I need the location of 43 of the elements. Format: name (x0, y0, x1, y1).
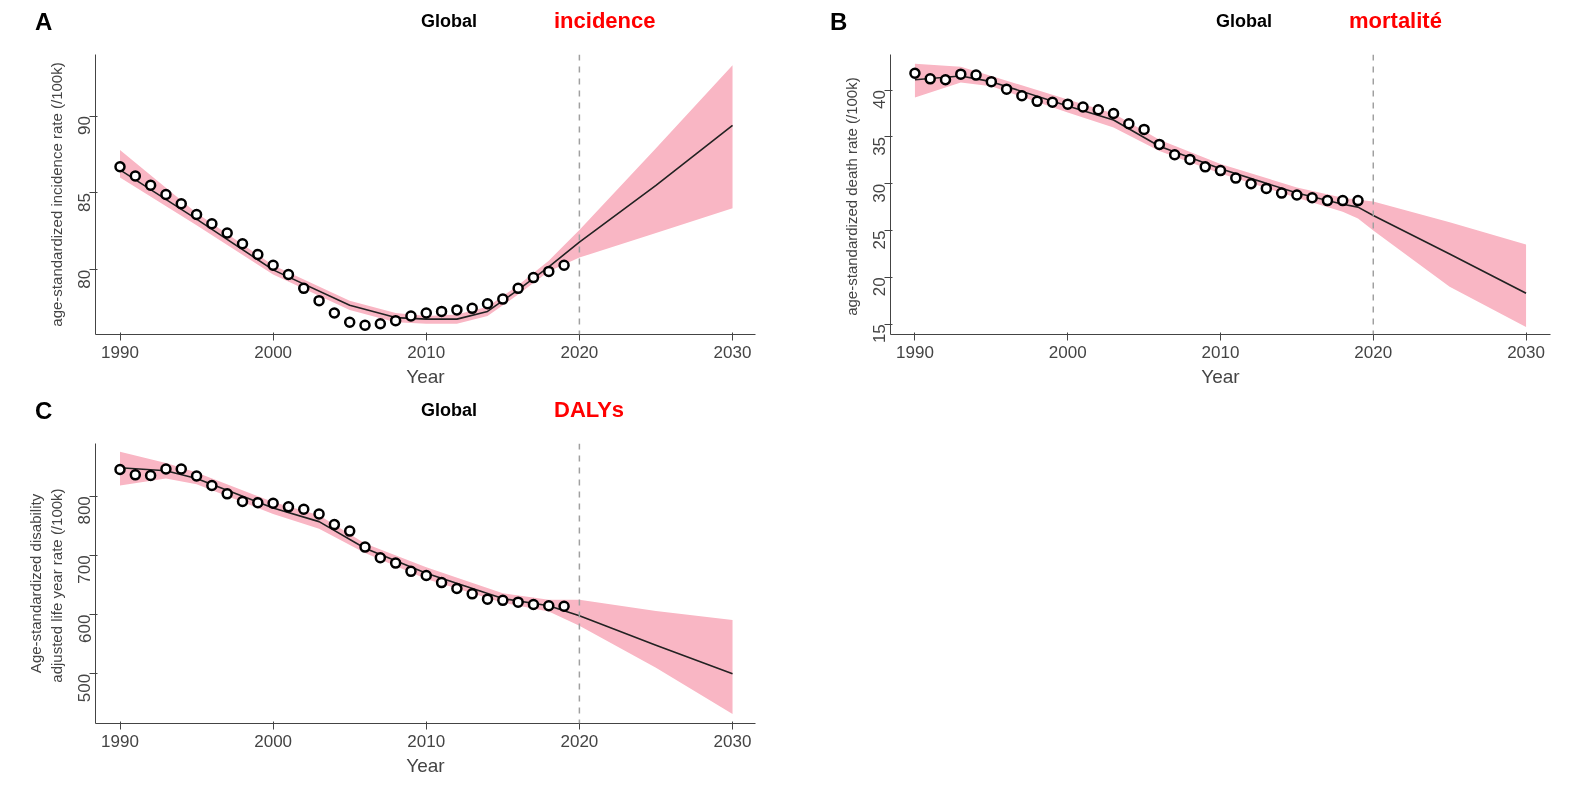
x-tick-label: 2010 (1201, 342, 1240, 362)
chart-title: Global (1216, 10, 1273, 33)
text: A (35, 7, 53, 37)
text: B (830, 7, 848, 37)
x-tick-label: 2020 (560, 731, 599, 751)
x-tick-label: 1990 (101, 342, 139, 362)
x-tick-label: 2030 (1507, 342, 1545, 362)
x-axis-title: Year (1201, 365, 1241, 387)
y-axis-title: age-standardized incidence rate (/100k) (47, 62, 65, 327)
y-tick-label: 500 (75, 673, 95, 703)
x-tick-label: 2030 (713, 731, 752, 751)
text: C (35, 396, 53, 426)
text: incidence (554, 7, 656, 35)
x-tick-label: 1990 (101, 731, 139, 751)
x-tick-label: 1990 (896, 342, 934, 362)
y-tick-label: 25 (870, 230, 890, 250)
y-tick-label: 90 (75, 116, 95, 135)
y-tick-label: 80 (75, 269, 95, 289)
x-axis-title: Year (406, 365, 446, 387)
x-tick-label: 2000 (254, 731, 293, 751)
x-tick-label: 2020 (560, 342, 599, 362)
x-tick-label: 2010 (407, 342, 446, 362)
y-axis-title: Age-standardized disability adjusted life year rate (/100k) (27, 488, 65, 683)
x-tick-label: 2020 (1354, 342, 1393, 362)
y-tick-label: 800 (75, 496, 95, 525)
y-axis-title: age-standardized death rate (/100k) (842, 77, 860, 316)
chart-title: Global (421, 10, 478, 33)
x-tick-label: 2010 (407, 731, 446, 751)
y-tick-label: 85 (75, 192, 95, 212)
y-tick-label: 700 (75, 555, 95, 584)
y-tick-label: 600 (75, 614, 95, 643)
x-axis-title: Year (406, 754, 446, 776)
y-tick-label: 20 (870, 277, 890, 297)
y-tick-label: 15 (870, 324, 890, 344)
text: DALYs (554, 396, 625, 424)
x-tick-label: 2000 (1048, 342, 1087, 362)
y-tick-label: 30 (870, 183, 890, 203)
text: mortalité (1349, 7, 1442, 35)
x-tick-label: 2030 (713, 342, 752, 362)
y-tick-label: 40 (870, 90, 890, 109)
y-tick-label: 35 (870, 136, 890, 156)
x-tick-label: 2000 (254, 342, 293, 362)
chart-title: Global (421, 399, 478, 422)
